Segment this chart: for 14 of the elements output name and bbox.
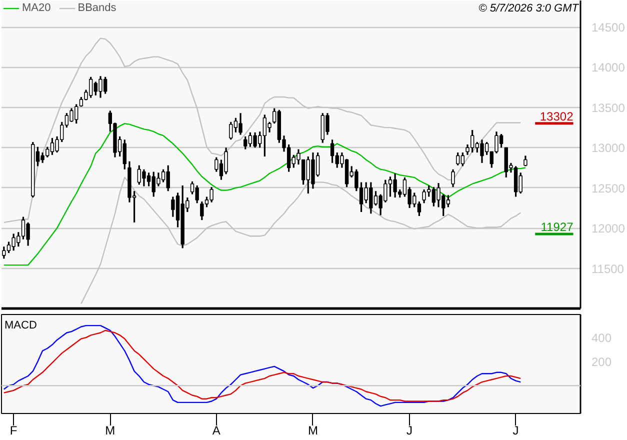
line-series (3, 122, 526, 266)
x-tick-label: J (512, 424, 519, 438)
x-tick-label: J (406, 424, 413, 438)
x-tick-label: A (212, 424, 220, 438)
annotation: © 5/7/2026 3:0 GMT (478, 2, 580, 14)
chart-title: MACD (4, 320, 37, 332)
x-tick-label: M (308, 424, 318, 438)
legend-label: MA20 (22, 2, 51, 14)
x-tick-label: F (10, 424, 18, 438)
ref-line-label: 13302 (540, 109, 574, 124)
legend-label: BBands (78, 2, 116, 14)
candlestick (451, 168, 455, 188)
ref-line-label: 11927 (540, 220, 574, 234)
x-tick-label: M (105, 424, 116, 438)
